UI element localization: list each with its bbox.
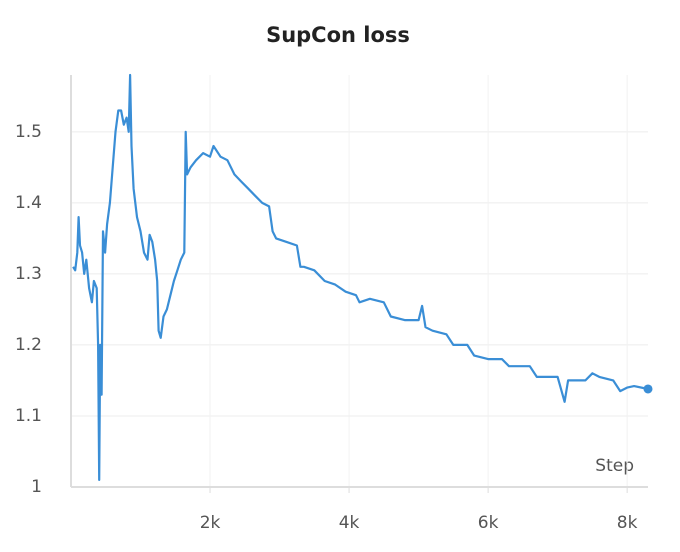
y-tick-label: 1 bbox=[31, 477, 42, 497]
line bbox=[72, 73, 649, 481]
chart-title: SupCon loss bbox=[266, 23, 410, 47]
x-tick-label: 8k bbox=[617, 513, 638, 533]
y-tick-label: 1.3 bbox=[15, 264, 42, 284]
x-tick-label: 6k bbox=[478, 513, 499, 533]
y-tick-label: 1.4 bbox=[15, 193, 42, 213]
x-tick-label: 4k bbox=[339, 513, 360, 533]
y-tick-label: 1.2 bbox=[15, 335, 42, 355]
y-tick-label: 1.1 bbox=[15, 406, 42, 426]
x-tick-label: 2k bbox=[200, 513, 221, 533]
end-marker bbox=[643, 384, 653, 394]
y-tick-label: 1.5 bbox=[15, 122, 42, 142]
x-axis-label: Step bbox=[595, 456, 634, 476]
